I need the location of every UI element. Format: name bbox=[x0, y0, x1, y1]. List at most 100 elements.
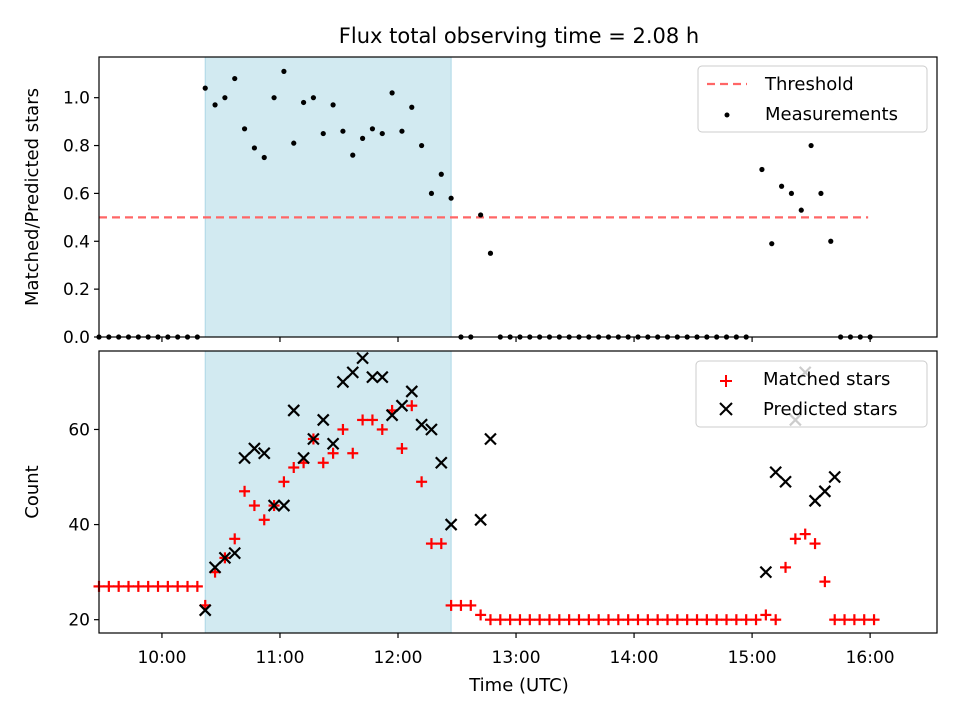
observing-window-shade bbox=[204, 56, 452, 338]
matched-star-point bbox=[132, 580, 144, 592]
measurement-point bbox=[778, 183, 785, 189]
predicted-star-point bbox=[395, 399, 409, 412]
matched-star-point bbox=[612, 614, 624, 626]
predicted-star-point bbox=[248, 442, 261, 455]
predicted-star-point bbox=[444, 518, 458, 531]
predicted-star-point bbox=[484, 432, 497, 446]
measurement-point bbox=[769, 241, 775, 247]
matched-star-point bbox=[435, 538, 447, 550]
matched-star-point bbox=[172, 580, 184, 592]
matched-star-point bbox=[809, 538, 821, 550]
measurement-point bbox=[379, 130, 385, 137]
matched-star-point bbox=[622, 614, 634, 626]
predicted-star-point bbox=[828, 470, 841, 484]
measurement-point bbox=[448, 195, 454, 201]
top-legend: Threshold Measurements bbox=[697, 65, 928, 133]
measurement-point bbox=[241, 126, 248, 132]
bottom-y-axis-label: Count bbox=[22, 465, 43, 518]
predicted-star-point bbox=[405, 385, 419, 398]
matched-star-point bbox=[229, 533, 241, 545]
y-tick-label: 0.0 bbox=[63, 328, 90, 348]
predicted-star-point bbox=[307, 432, 320, 446]
measurement-point bbox=[478, 212, 484, 218]
measurement-point bbox=[409, 104, 415, 110]
matched-star-point bbox=[258, 514, 270, 526]
bottom-panel: 20 40 60 10:00 11:00 12:00 13:00 14:00 15:00 16:… bbox=[22, 350, 938, 668]
matched-star-point bbox=[553, 614, 565, 626]
y-tick-label: 1.0 bbox=[63, 89, 90, 109]
matched-star-point bbox=[652, 614, 664, 626]
measurement-point bbox=[310, 95, 317, 101]
measurement-point bbox=[798, 207, 804, 213]
matched-star-point bbox=[593, 614, 605, 626]
top-axes-frame bbox=[98, 56, 938, 338]
measurement-point bbox=[438, 171, 444, 177]
matched-star-point bbox=[563, 614, 575, 626]
measurement-point bbox=[202, 85, 208, 91]
predicted-star-point bbox=[435, 456, 448, 470]
matched-star-point bbox=[740, 614, 752, 626]
matched-star-point bbox=[819, 576, 831, 588]
predicted-star-point bbox=[808, 494, 822, 508]
legend-threshold-label: Threshold bbox=[764, 74, 854, 95]
matched-star-point bbox=[730, 614, 742, 626]
legend-measurements-label: Measurements bbox=[765, 104, 898, 125]
matched-star-point bbox=[780, 561, 792, 573]
bottom-legend-box bbox=[695, 360, 928, 428]
matched-star-point bbox=[465, 599, 477, 611]
x-tick-label: 10:00 bbox=[137, 648, 186, 668]
bottom-x-ticks: 10:00 11:00 12:00 13:00 14:00 15:00 16:00 bbox=[137, 633, 895, 668]
matched-star-point bbox=[632, 614, 644, 626]
top-legend-box bbox=[697, 65, 928, 133]
predicted-star-point bbox=[297, 451, 310, 465]
y-tick-label: 40 bbox=[68, 516, 90, 536]
predicted-star-point bbox=[366, 370, 379, 384]
matched-star-point bbox=[799, 528, 811, 540]
measurement-point bbox=[291, 140, 297, 146]
matched-star-point bbox=[357, 414, 369, 426]
matched-star-point bbox=[642, 614, 654, 626]
matched-star-point bbox=[662, 614, 674, 626]
measurement-point bbox=[487, 250, 494, 256]
x-tick-label: 16:00 bbox=[846, 648, 895, 668]
matched-star-point bbox=[573, 614, 585, 626]
measurement-point bbox=[271, 95, 277, 101]
predicted-star-point bbox=[769, 465, 782, 479]
x-tick-label: 12:00 bbox=[374, 648, 423, 668]
legend-predicted-swatch bbox=[719, 402, 733, 416]
measurement-point bbox=[281, 68, 287, 74]
measurement-point bbox=[399, 128, 405, 134]
matched-star-point bbox=[317, 457, 329, 469]
predicted-star-point bbox=[336, 375, 350, 389]
figure-title: Flux total observing time = 2.08 h bbox=[339, 24, 699, 48]
matched-star-point bbox=[376, 423, 388, 435]
y-tick-label: 0.6 bbox=[63, 184, 90, 204]
predicted-star-point bbox=[346, 366, 360, 379]
predicted-star-point bbox=[474, 513, 487, 527]
measurement-point bbox=[359, 135, 366, 141]
matched-star-point bbox=[534, 614, 546, 626]
measurement-point bbox=[232, 75, 238, 82]
matched-star-point bbox=[239, 485, 251, 497]
predicted-star-point bbox=[818, 485, 832, 498]
predicted-star-point bbox=[759, 565, 773, 579]
matched-star-point bbox=[337, 423, 349, 435]
matched-star-point bbox=[848, 614, 860, 626]
top-y-axis-label: Matched/Predicted stars bbox=[22, 88, 43, 306]
y-tick-label: 0.4 bbox=[63, 232, 90, 252]
matched-star-point bbox=[701, 614, 713, 626]
matched-star-point bbox=[248, 500, 260, 512]
matched-star-point bbox=[366, 414, 378, 426]
measurement-point bbox=[300, 99, 307, 106]
matched-star-point bbox=[191, 580, 203, 592]
matched-star-point bbox=[484, 614, 496, 626]
matched-star-point bbox=[445, 599, 457, 611]
matched-star-point bbox=[113, 580, 125, 592]
matched-star-point bbox=[416, 476, 428, 488]
measurement-point bbox=[320, 130, 326, 137]
predicted-star-point bbox=[208, 561, 222, 574]
measurement-point bbox=[759, 166, 765, 173]
matched-star-point bbox=[789, 533, 801, 545]
measurement-point bbox=[330, 102, 336, 108]
